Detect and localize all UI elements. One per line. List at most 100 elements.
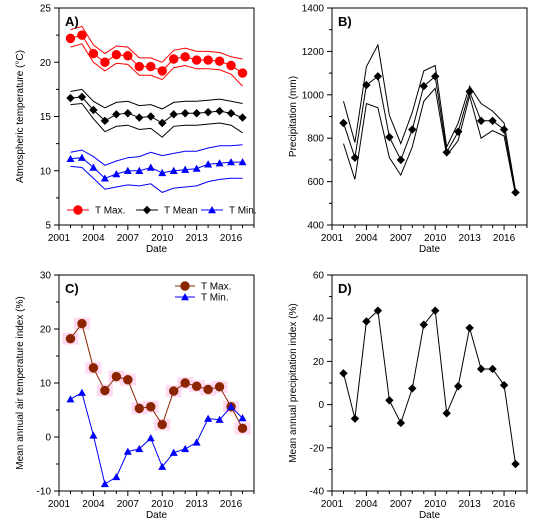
data-point bbox=[146, 163, 155, 171]
panel-letter: A) bbox=[65, 14, 79, 29]
legend-marker bbox=[73, 205, 83, 215]
data-point bbox=[111, 49, 122, 60]
x-tick-label: 2004 bbox=[82, 499, 105, 510]
y-tick-label: 60 bbox=[313, 271, 325, 282]
data-point bbox=[134, 61, 144, 72]
data-point bbox=[238, 113, 247, 122]
y-tick-label: 1000 bbox=[302, 90, 325, 101]
y-tick-label: -20 bbox=[310, 443, 325, 454]
data-point bbox=[373, 72, 383, 81]
data-point bbox=[396, 155, 406, 165]
data-point bbox=[88, 48, 99, 59]
legend-marker bbox=[208, 206, 216, 214]
y-tick-label: 800 bbox=[307, 134, 324, 145]
data-point bbox=[453, 127, 463, 136]
data-point bbox=[419, 320, 428, 329]
x-tick-label: 2016 bbox=[220, 233, 243, 244]
data-point bbox=[350, 153, 360, 162]
data-point bbox=[215, 106, 224, 116]
data-point bbox=[65, 334, 76, 344]
data-point bbox=[112, 170, 121, 178]
data-point bbox=[237, 68, 248, 78]
data-point bbox=[135, 113, 144, 122]
legend-label: T Mean bbox=[164, 206, 198, 217]
series-upper-line bbox=[70, 144, 243, 166]
x-tick-label: 2013 bbox=[459, 499, 482, 510]
data-point bbox=[442, 409, 451, 418]
series-lower-line bbox=[70, 165, 243, 193]
chart-panel-1: 2001 2004 2007 2010 2013 2016 5 10 15 20 25 Date Atm… bbox=[15, 4, 257, 256]
y-tick-label: 20 bbox=[40, 58, 52, 69]
legend-label: T Min. bbox=[229, 206, 257, 217]
x-tick-label: 2016 bbox=[220, 499, 243, 510]
chart-panel-2: 2001 2004 2007 2010 2013 2016 400 600 800 1000 120… bbox=[288, 4, 528, 255]
data-point bbox=[476, 116, 486, 126]
x-axis-label: Date bbox=[419, 510, 441, 521]
y-axis-label: Atmospheric temperature (°C) bbox=[15, 50, 26, 183]
x-axis-label: Date bbox=[419, 244, 441, 255]
legend-label: T Max. bbox=[95, 206, 125, 217]
data-point bbox=[169, 110, 178, 119]
data-point bbox=[227, 402, 236, 410]
x-tick-label: 2004 bbox=[355, 233, 378, 244]
data-point bbox=[89, 431, 98, 439]
y-tick-label: -40 bbox=[310, 487, 325, 498]
x-tick-label: 2010 bbox=[424, 233, 447, 244]
data-point bbox=[180, 52, 190, 62]
data-point bbox=[180, 109, 190, 118]
data-point bbox=[476, 364, 486, 374]
data-point bbox=[215, 415, 224, 423]
x-tick-label: 2001 bbox=[48, 499, 71, 510]
y-tick-label: 400 bbox=[307, 221, 324, 232]
x-tick-label: 2007 bbox=[117, 233, 140, 244]
data-point bbox=[157, 66, 167, 76]
y-tick-label: 40 bbox=[313, 314, 325, 325]
data-point bbox=[135, 444, 144, 453]
data-point bbox=[134, 403, 144, 414]
data-point bbox=[77, 318, 87, 329]
x-tick-label: 2010 bbox=[151, 499, 174, 510]
panel-letter: B) bbox=[338, 14, 352, 29]
data-point bbox=[77, 30, 87, 40]
data-point bbox=[89, 163, 98, 171]
data-point bbox=[238, 414, 247, 422]
data-point bbox=[431, 72, 440, 81]
data-point bbox=[157, 419, 167, 430]
x-tick-label: 2001 bbox=[321, 233, 344, 244]
data-point bbox=[408, 125, 417, 134]
x-tick-label: 2013 bbox=[186, 499, 209, 510]
data-point bbox=[66, 154, 75, 163]
data-point bbox=[181, 444, 190, 453]
data-point bbox=[123, 375, 133, 385]
data-point bbox=[66, 395, 75, 403]
x-tick-label: 2016 bbox=[493, 499, 516, 510]
y-tick-label: 10 bbox=[40, 379, 52, 390]
data-point bbox=[100, 385, 110, 396]
data-point bbox=[123, 51, 133, 61]
data-point bbox=[65, 33, 76, 44]
y-tick-label: 1200 bbox=[302, 47, 325, 58]
data-point bbox=[203, 107, 213, 117]
data-point bbox=[89, 105, 98, 115]
data-point bbox=[158, 168, 167, 177]
legend-marker bbox=[180, 281, 190, 291]
y-tick-label: 25 bbox=[40, 4, 52, 15]
data-point bbox=[169, 166, 178, 174]
data-point bbox=[66, 93, 75, 103]
data-point bbox=[204, 414, 213, 422]
data-point bbox=[238, 158, 247, 166]
data-point bbox=[88, 363, 99, 373]
data-point bbox=[123, 447, 132, 455]
data-point bbox=[511, 459, 520, 469]
data-point bbox=[100, 116, 110, 126]
series-line bbox=[70, 96, 243, 124]
data-point bbox=[146, 112, 155, 121]
data-point bbox=[100, 479, 109, 488]
y-tick-label: 20 bbox=[313, 357, 325, 368]
data-point bbox=[191, 381, 202, 391]
y-tick-label: -10 bbox=[37, 487, 52, 498]
legend-marker bbox=[142, 205, 152, 215]
y-axis-label: Mean annual air temperature index (%) bbox=[15, 296, 26, 469]
x-tick-label: 2010 bbox=[424, 499, 447, 510]
series-line bbox=[343, 75, 516, 193]
